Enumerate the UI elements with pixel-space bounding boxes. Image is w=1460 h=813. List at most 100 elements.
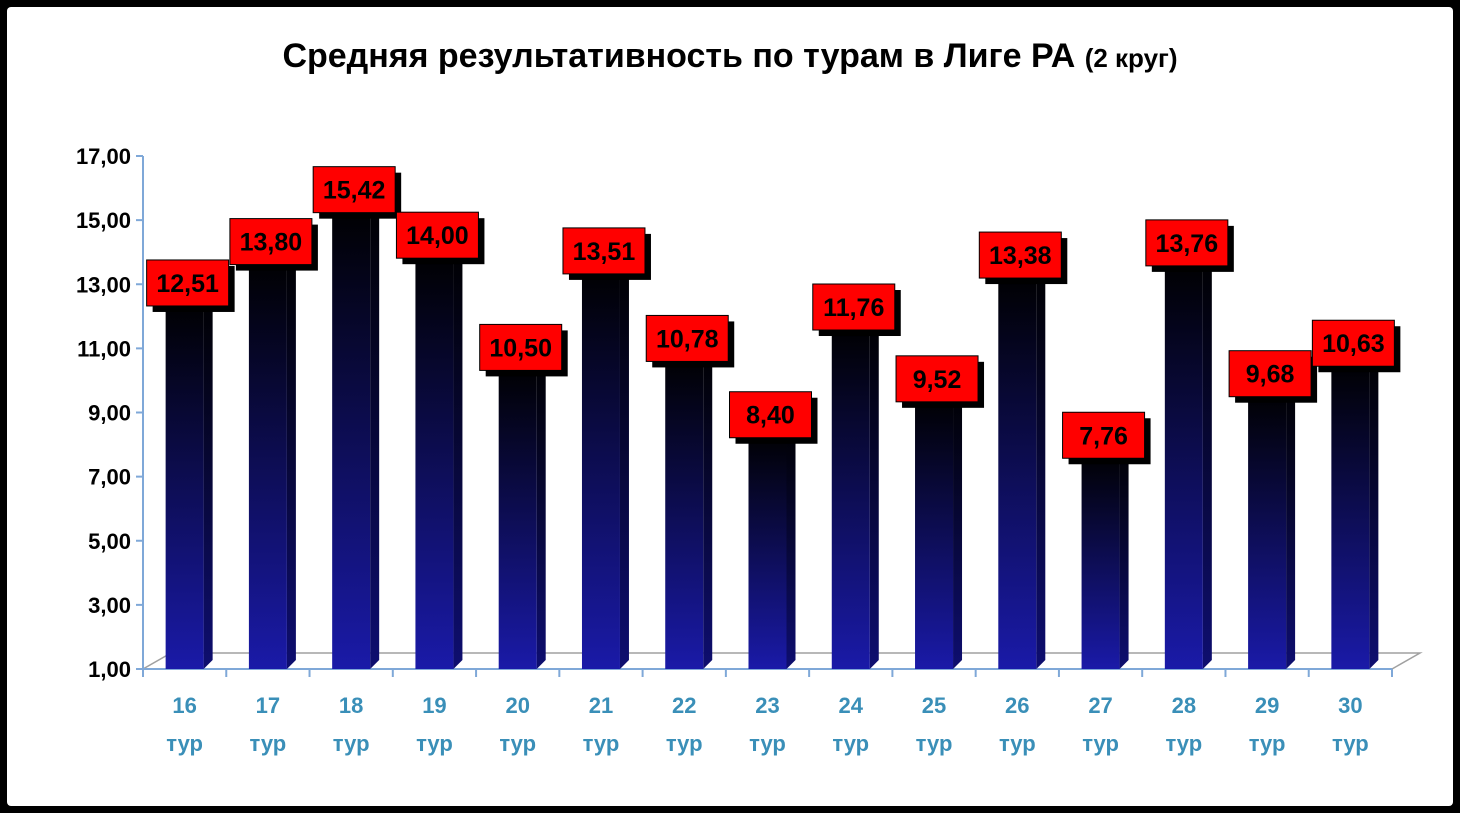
chart-title: Средняя результативность по турам в Лиге… xyxy=(7,37,1453,76)
data-label-box xyxy=(146,259,230,307)
x-tick-label: 19 xyxy=(422,693,446,718)
data-label-box xyxy=(895,355,979,403)
x-tick-label: 20 xyxy=(505,693,529,718)
chart-title-suffix: (2 круг) xyxy=(1084,43,1178,73)
data-label: 13,51 xyxy=(573,238,636,266)
bar-side xyxy=(703,346,713,669)
data-label-box xyxy=(1228,350,1312,398)
bar-side xyxy=(1036,263,1046,669)
bar-side xyxy=(370,197,380,669)
data-label-box xyxy=(229,218,313,266)
x-tick-label: 23 xyxy=(755,693,779,718)
data-label: 8,40 xyxy=(746,402,795,430)
x-tick-label: 29 xyxy=(1255,693,1279,718)
x-tick-label-unit: тур xyxy=(916,731,953,756)
data-label-box xyxy=(562,227,646,275)
x-tick-label-unit: тур xyxy=(416,731,453,756)
x-tick-label-unit: тур xyxy=(1165,731,1202,756)
x-tick-label-unit: тур xyxy=(1082,731,1119,756)
x-tick-label: 21 xyxy=(589,693,613,718)
chart-frame: Средняя результативность по турам в Лиге… xyxy=(7,7,1453,806)
x-tick-label: 22 xyxy=(672,693,696,718)
bar-side xyxy=(786,422,796,669)
data-label: 15,42 xyxy=(323,177,386,205)
y-tick-label: 15,00 xyxy=(76,208,131,233)
x-tick-label-unit: тур xyxy=(499,731,536,756)
x-tick-label: 16 xyxy=(172,693,196,718)
data-label: 10,63 xyxy=(1322,330,1385,358)
bar xyxy=(998,272,1037,669)
bar xyxy=(498,364,537,669)
bar-side xyxy=(953,386,963,669)
bar xyxy=(1248,390,1287,669)
y-tick-label: 9,00 xyxy=(88,401,131,426)
y-tick-label: 17,00 xyxy=(76,144,131,169)
x-tick-label: 25 xyxy=(922,693,946,718)
data-label: 13,80 xyxy=(240,229,303,257)
bar xyxy=(415,252,454,669)
bar xyxy=(581,267,620,669)
data-label-box xyxy=(1311,319,1395,367)
bar xyxy=(1331,360,1370,669)
bar xyxy=(1081,452,1120,669)
data-label-box xyxy=(395,211,479,259)
data-label: 12,51 xyxy=(156,270,219,298)
bar-side xyxy=(1202,250,1212,669)
data-label: 9,52 xyxy=(913,366,962,394)
x-tick-label: 17 xyxy=(256,693,280,718)
x-tick-label-unit: тур xyxy=(333,731,370,756)
chart-title-main: Средняя результативность по турам в Лиге… xyxy=(282,37,1076,75)
x-tick-label: 24 xyxy=(839,693,864,718)
bar xyxy=(165,299,204,669)
x-tick-label: 30 xyxy=(1338,693,1362,718)
y-tick-label: 1,00 xyxy=(88,657,131,682)
x-tick-label: 28 xyxy=(1172,693,1196,718)
y-tick-label: 5,00 xyxy=(88,529,131,554)
x-tick-label: 27 xyxy=(1088,693,1112,718)
bar-side xyxy=(203,290,213,669)
x-tick-label-unit: тур xyxy=(1332,731,1369,756)
data-label: 14,00 xyxy=(406,222,469,250)
data-label: 10,78 xyxy=(656,325,719,353)
data-label-box xyxy=(812,283,896,331)
x-tick-label-unit: тур xyxy=(250,731,287,756)
bar-chart: 1,00 3,00 5,00 7,00 9,00 11,00 13,00 15,00 17,00… xyxy=(76,144,1423,756)
data-label: 10,50 xyxy=(489,334,552,362)
data-label-box xyxy=(1062,411,1146,459)
data-label-box xyxy=(645,314,729,362)
data-label-box xyxy=(978,231,1062,279)
bar xyxy=(248,258,287,669)
bar-side xyxy=(869,315,879,669)
data-label-box xyxy=(729,391,812,439)
data-label: 13,76 xyxy=(1156,230,1219,258)
bar xyxy=(665,355,704,669)
bar xyxy=(1164,259,1203,669)
bar-side xyxy=(619,258,629,669)
data-label: 7,76 xyxy=(1079,422,1128,450)
y-tick-label: 13,00 xyxy=(76,272,131,297)
bar xyxy=(748,431,787,669)
y-tick-label: 11,00 xyxy=(77,336,131,361)
x-tick-label-unit: тур xyxy=(1249,731,1286,756)
x-tick-label-unit: тур xyxy=(583,731,620,756)
data-label: 9,68 xyxy=(1246,361,1295,389)
x-tick-label: 18 xyxy=(339,693,363,718)
bar-side xyxy=(453,243,463,669)
bar-side xyxy=(286,249,296,669)
x-tick-label-unit: тур xyxy=(999,731,1036,756)
bar-side xyxy=(1286,381,1296,669)
data-label: 13,38 xyxy=(989,242,1052,270)
x-tick-label-unit: тур xyxy=(749,731,786,756)
x-tick-label-unit: тур xyxy=(666,731,703,756)
data-label: 11,76 xyxy=(823,294,884,322)
y-tick-label: 7,00 xyxy=(88,465,131,490)
bar xyxy=(831,324,870,669)
data-label-box xyxy=(479,323,563,371)
bar-side xyxy=(1119,443,1129,669)
bar-side xyxy=(1369,351,1379,669)
bar-side xyxy=(536,355,546,669)
x-tick-label: 26 xyxy=(1005,693,1029,718)
x-tick-label-unit: тур xyxy=(166,731,203,756)
bar xyxy=(332,206,371,669)
data-label-box xyxy=(1145,219,1229,267)
